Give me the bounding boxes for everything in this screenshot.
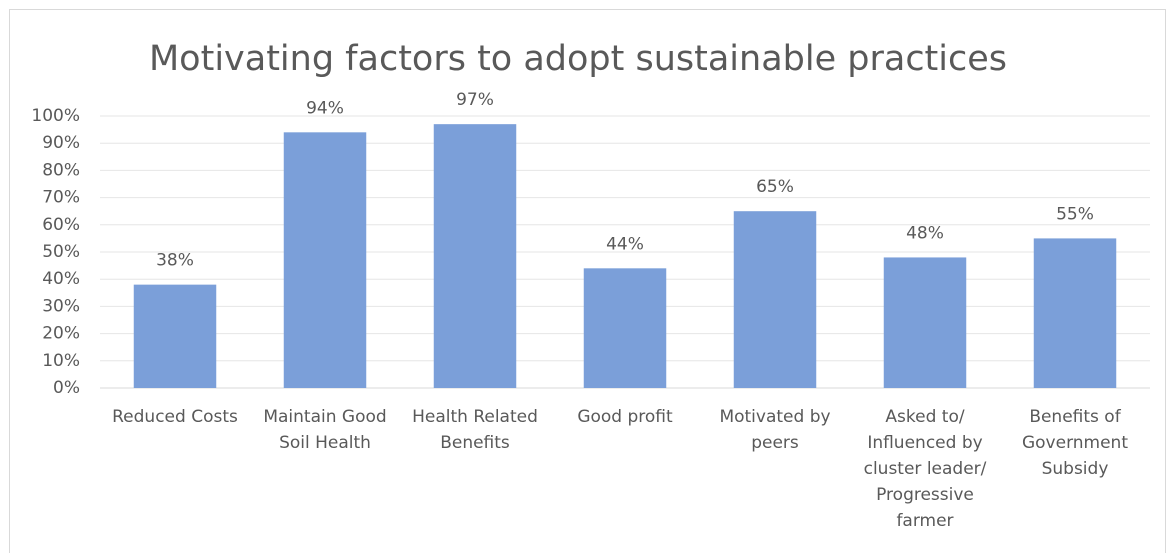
y-tick-label: 100% [31,106,80,126]
bar [583,268,667,388]
x-tick-label-box: Reduced Costs [112,407,238,427]
bar [1033,238,1117,388]
y-tick-label: 10% [42,351,80,371]
y-tick-label: 20% [42,324,80,344]
chart-title: Motivating factors to adopt sustainable … [149,39,1007,79]
x-tick-label-box: Benefits of Government Subsidy [1021,407,1129,479]
x-tick-label: Motivated by peers [719,407,831,453]
bar [133,284,217,388]
data-label: 94% [306,98,344,118]
y-tick-label: 50% [42,242,80,262]
bar [433,124,517,388]
data-label: 65% [756,177,794,197]
x-tick-label-box: Health Related Benefits [412,407,538,453]
bar [733,211,817,388]
y-tick-label: 80% [42,160,80,180]
x-tick-label-box: Asked to/ Influenced by cluster leader/ … [863,407,987,531]
y-tick-label: 30% [42,296,80,316]
y-tick-label: 70% [42,188,80,208]
x-tick-label: Health Related Benefits [412,407,538,453]
data-label: 38% [156,251,194,271]
data-label: 55% [1056,204,1094,224]
x-tick-label-box: Maintain Good Soil Health [263,407,387,453]
x-tick-label-box: Good profit [577,407,673,427]
y-tick-label: 40% [42,269,80,289]
x-tick-label-box: Motivated by peers [719,407,831,453]
y-tick-label: 90% [42,133,80,153]
bar [283,132,367,388]
y-tick-label: 60% [42,215,80,235]
x-tick-label: Reduced Costs [112,407,238,427]
bar [883,257,967,388]
x-tick-label: Benefits of Government Subsidy [1021,407,1129,479]
data-label: 97% [456,90,494,110]
data-label: 44% [606,234,644,254]
x-tick-label: Good profit [577,407,673,427]
y-tick-label: 0% [53,378,80,398]
x-tick-label: Maintain Good Soil Health [263,407,387,453]
data-label: 48% [906,223,944,243]
x-tick-label: Asked to/ Influenced by cluster leader/ … [863,407,987,531]
